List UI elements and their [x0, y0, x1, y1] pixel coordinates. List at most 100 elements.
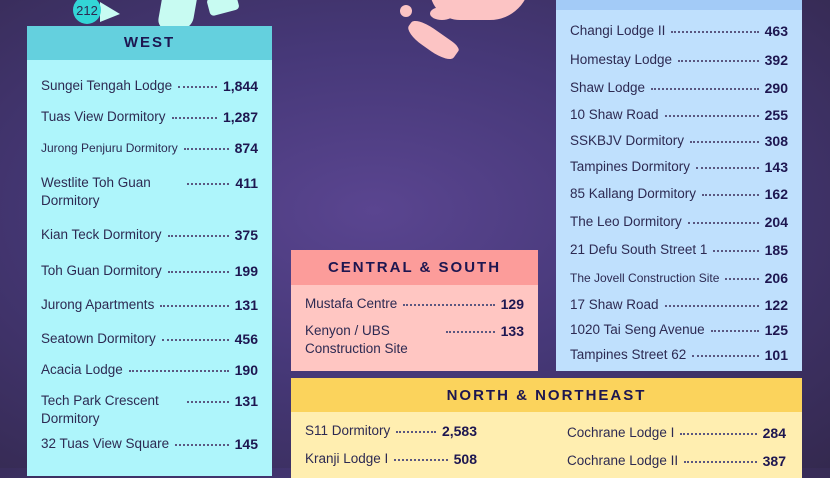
case-count: 1,844 — [222, 78, 258, 94]
site-name: 32 Tuas View Square — [41, 436, 170, 451]
dot-leader — [684, 452, 757, 463]
case-count: 387 — [762, 453, 786, 469]
list-item: Toh Guan Dormitory 199 — [41, 262, 258, 280]
map-shape-west-2 — [206, 0, 240, 17]
case-count: 308 — [764, 133, 788, 149]
list-item: Sungei Tengah Lodge 1,844 — [41, 77, 258, 95]
map-shape-island-3 — [404, 16, 461, 64]
site-name: The Jovell Construction Site — [570, 271, 720, 285]
case-count: 874 — [234, 140, 258, 156]
case-count: 143 — [764, 159, 788, 175]
site-name: 85 Kallang Dormitory — [570, 186, 697, 201]
central-panel: CENTRAL & SOUTH Mustafa Centre 129 Kenyon … — [291, 250, 538, 371]
site-name: Sungei Tengah Lodge — [41, 78, 173, 93]
dot-leader — [713, 241, 759, 252]
list-item: 85 Kallang Dormitory 162 — [570, 185, 788, 203]
site-name: Tuas View Dormitory — [41, 109, 166, 124]
site-name: Acacia Lodge — [41, 362, 123, 377]
case-count: 392 — [764, 52, 788, 68]
site-name: S11 Dormitory — [305, 423, 391, 438]
case-count: 133 — [500, 323, 524, 339]
dot-leader — [690, 132, 759, 143]
case-count: 122 — [764, 297, 788, 313]
list-item: Mustafa Centre 129 — [305, 295, 524, 313]
site-name: Jurong Apartments — [41, 297, 155, 312]
dot-leader — [702, 185, 759, 196]
list-item: The Leo Dormitory 204 — [570, 213, 788, 231]
map-shape-east — [430, 0, 530, 20]
dot-leader — [160, 296, 229, 307]
list-item: 21 Defu South Street 1 185 — [570, 241, 788, 259]
dot-leader — [167, 226, 229, 237]
list-item: Jurong Apartments 131 — [41, 296, 258, 314]
dot-leader — [692, 346, 759, 357]
site-name: Kenyon / UBS Construction Site — [305, 323, 408, 356]
list-item: Jurong Penjuru Dormitory 874 — [41, 139, 258, 157]
list-item: Kenyon / UBS Construction Site 133 — [305, 322, 524, 358]
case-count: 101 — [764, 347, 788, 363]
list-item: 10 Shaw Road 255 — [570, 106, 788, 124]
case-count: 190 — [234, 362, 258, 378]
case-count: 255 — [764, 107, 788, 123]
list-item: Homestay Lodge 392 — [570, 51, 788, 69]
dot-leader — [128, 361, 229, 372]
dot-leader — [183, 139, 229, 150]
site-name: SSKBJV Dormitory — [570, 133, 685, 148]
dot-leader — [403, 295, 495, 306]
site-name: Jurong Penjuru Dormitory — [41, 141, 178, 155]
case-count: 199 — [234, 263, 258, 279]
site-name: Westlite Toh Guan Dormitory — [41, 175, 151, 208]
case-count: 463 — [764, 23, 788, 39]
case-count: 375 — [234, 227, 258, 243]
dot-leader — [710, 321, 759, 332]
case-count: 508 — [453, 451, 477, 467]
dot-leader — [396, 422, 436, 433]
case-count: 206 — [764, 270, 788, 286]
list-item: Kranji Lodge I 508 — [305, 450, 477, 468]
north-header: NORTH & NORTHEAST — [291, 378, 802, 412]
case-count: 125 — [764, 322, 788, 338]
dot-leader — [725, 269, 759, 280]
badge-circle: 212 — [73, 0, 101, 24]
west-panel: WEST Sungei Tengah Lodge 1,844 Tuas View D… — [27, 26, 272, 476]
east-header — [556, 0, 802, 10]
dot-leader — [161, 330, 229, 341]
map-shape-island — [400, 5, 412, 17]
site-name: Cochrane Lodge I — [567, 425, 675, 440]
map-shape-island-2 — [430, 7, 454, 20]
site-name: Kian Teck Dormitory — [41, 227, 162, 242]
site-name: Toh Guan Dormitory — [41, 263, 162, 278]
dot-leader — [680, 424, 757, 435]
site-name: Cochrane Lodge II — [567, 453, 679, 468]
site-name: 10 Shaw Road — [570, 107, 659, 122]
case-count: 1,287 — [222, 109, 258, 125]
list-item: Kian Teck Dormitory 375 — [41, 226, 258, 244]
dot-leader — [696, 158, 759, 169]
site-name: Shaw Lodge — [570, 80, 646, 95]
east-panel: Changi Lodge II 463 Homestay Lodge 392 Shaw … — [556, 0, 802, 371]
list-item: Westlite Toh Guan Dormitory 411 — [41, 174, 258, 210]
case-count: 2,583 — [441, 423, 477, 439]
site-name: Changi Lodge II — [570, 23, 666, 38]
site-name: Mustafa Centre — [305, 296, 398, 311]
dot-leader — [664, 106, 759, 117]
list-item: Tech Park Crescent Dormitory 131 — [41, 392, 258, 428]
site-name: The Leo Dormitory — [570, 214, 682, 229]
dot-leader — [175, 435, 229, 446]
list-item: S11 Dormitory 2,583 — [305, 422, 477, 440]
list-item: Cochrane Lodge II 387 — [567, 452, 786, 470]
list-item: Tampines Street 62 101 — [570, 346, 788, 364]
case-count: 129 — [500, 296, 524, 312]
site-name: 17 Shaw Road — [570, 297, 659, 312]
site-name: Seatown Dormitory — [41, 331, 156, 346]
dot-leader — [187, 174, 230, 185]
site-name: Tampines Dormitory — [570, 159, 691, 174]
list-item: Changi Lodge II 463 — [570, 22, 788, 40]
dot-leader — [171, 108, 217, 119]
case-count: 290 — [764, 80, 788, 96]
site-name: Tech Park Crescent Dormitory — [41, 393, 159, 426]
site-name: Kranji Lodge I — [305, 451, 389, 466]
list-item: 32 Tuas View Square 145 — [41, 435, 258, 453]
case-count: 131 — [234, 393, 258, 409]
case-count: 162 — [764, 186, 788, 202]
